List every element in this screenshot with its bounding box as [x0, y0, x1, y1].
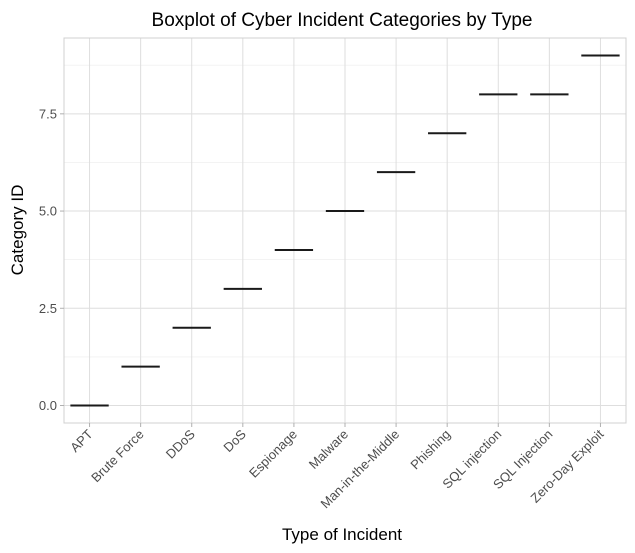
x-tick-label: DoS: [220, 426, 249, 455]
y-tick-label: 5.0: [39, 204, 57, 219]
x-tick-label: Malware: [306, 427, 351, 472]
x-tick-label: Phishing: [407, 427, 453, 473]
x-tick-label: Brute Force: [88, 427, 147, 486]
x-tick-label: APT: [67, 426, 96, 455]
y-tick-label: 0.0: [39, 398, 57, 413]
x-axis-title: Type of Incident: [282, 525, 402, 544]
y-axis-title: Category ID: [8, 185, 27, 276]
chart-title: Boxplot of Cyber Incident Categories by …: [152, 10, 533, 31]
x-tick-label: Espionage: [246, 427, 300, 481]
x-tick-label: DDoS: [163, 426, 198, 461]
y-tick-label: 7.5: [39, 106, 57, 121]
y-tick-label: 2.5: [39, 301, 57, 316]
